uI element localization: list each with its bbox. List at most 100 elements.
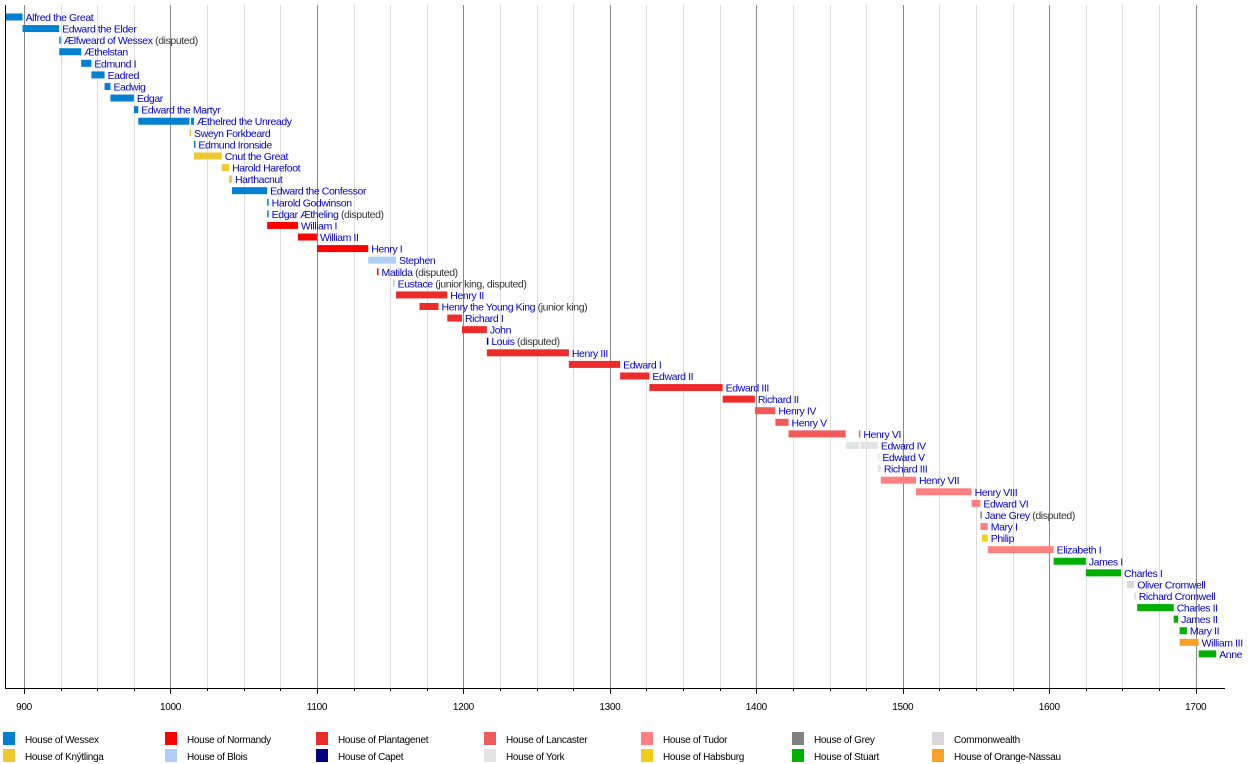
monarch-name[interactable]: William I xyxy=(301,220,337,232)
monarch-name[interactable]: William III xyxy=(1202,637,1244,649)
monarch-label: Richard III xyxy=(884,464,927,476)
monarch-name[interactable]: Æthelred the Unready xyxy=(197,116,293,128)
monarch-name[interactable]: Edward the Martyr xyxy=(141,105,221,117)
monarch-name[interactable]: Edward the Confessor xyxy=(270,186,367,198)
monarch-name[interactable]: Sweyn Forkbeard xyxy=(194,128,271,140)
reign-bar xyxy=(193,152,222,160)
monarch-name[interactable]: Henry I xyxy=(371,244,402,256)
monarch-name[interactable]: Jane Grey xyxy=(985,510,1031,522)
monarch-name[interactable]: Edward VI xyxy=(983,498,1028,510)
reign-bar xyxy=(971,499,981,507)
monarch-name[interactable]: Eustace xyxy=(398,278,434,290)
monarch-label: Edmund I xyxy=(94,58,136,70)
monarch-name[interactable]: Edward IV xyxy=(881,440,927,452)
monarch-label: Mary I xyxy=(991,522,1018,534)
monarch-name[interactable]: Stephen xyxy=(399,255,436,267)
monarch-name[interactable]: Matilda xyxy=(382,267,414,279)
monarch-name[interactable]: Eadwig xyxy=(113,81,146,93)
monarch-name[interactable]: Æthelstan xyxy=(84,47,129,59)
monarch-name[interactable]: Edgar Ætheling xyxy=(272,209,340,221)
monarch-name[interactable]: James II xyxy=(1181,614,1218,626)
reign-bar xyxy=(722,395,755,403)
x-tick-label: 1000 xyxy=(160,702,182,713)
monarch-label: Harold Godwinson xyxy=(272,197,353,209)
reign-bar xyxy=(189,129,192,137)
monarch-label: Edward VI xyxy=(983,498,1028,510)
monarch-label: Richard II xyxy=(758,394,799,406)
x-tick-label: 900 xyxy=(16,702,33,713)
legend-swatch xyxy=(792,749,804,762)
monarch-label: Louis (disputed) xyxy=(491,336,559,348)
monarch-label: Henry IV xyxy=(778,406,816,418)
monarch-name[interactable]: John xyxy=(490,325,512,337)
monarch-label: Henry VII xyxy=(919,475,959,487)
reign-bar xyxy=(486,337,489,345)
monarch-name[interactable]: Edward the Elder xyxy=(62,24,137,36)
monarch-label: Oliver Cromwell xyxy=(1137,579,1205,591)
monarch-name[interactable]: Elizabeth I xyxy=(1057,545,1102,557)
monarch-label: William III xyxy=(1202,637,1243,649)
monarch-name[interactable]: William II xyxy=(320,232,359,244)
x-tick-label: 1600 xyxy=(1039,702,1061,713)
monarch-name[interactable]: Philip xyxy=(991,533,1015,545)
monarch-name[interactable]: Edward III xyxy=(726,383,770,395)
monarch-name[interactable]: Henry VI xyxy=(863,429,901,441)
reign-bar xyxy=(649,384,723,392)
monarch-name[interactable]: Henry VII xyxy=(919,475,960,487)
reign-bar xyxy=(393,279,395,287)
monarch-label: Æthelred the Unready xyxy=(197,116,293,128)
legend-swatch xyxy=(932,732,944,745)
reign-bar xyxy=(22,25,60,33)
monarch-label: Ælfweard of Wessex (disputed) xyxy=(64,35,198,47)
reign-bar xyxy=(419,303,439,310)
monarch-name[interactable]: Henry V xyxy=(792,417,828,429)
monarch-name[interactable]: Henry III xyxy=(572,348,608,360)
monarch-name[interactable]: Harold Godwinson xyxy=(272,197,353,209)
monarch-name[interactable]: Eadred xyxy=(108,70,140,82)
monarch-label: Henry III xyxy=(572,348,608,360)
monarch-label: Philip xyxy=(991,533,1015,545)
monarch-name[interactable]: Henry IV xyxy=(778,406,816,418)
reign-bar xyxy=(377,268,379,276)
monarch-label: Henry VI xyxy=(863,429,901,441)
monarch-name[interactable]: Charles II xyxy=(1177,603,1218,615)
monarch-label: Richard I xyxy=(465,313,503,325)
monarch-name[interactable]: Richard III xyxy=(884,464,928,476)
monarch-name[interactable]: Edward II xyxy=(652,371,693,383)
monarch-name[interactable]: Anne xyxy=(1219,649,1243,661)
reign-bar xyxy=(486,349,569,357)
monarch-name[interactable]: Mary I xyxy=(991,522,1018,534)
monarch-name[interactable]: James I xyxy=(1089,556,1123,568)
monarch-name[interactable]: Richard II xyxy=(758,394,799,406)
monarch-name[interactable]: Louis xyxy=(491,336,515,348)
monarch-name[interactable]: Henry II xyxy=(450,290,484,302)
monarch-name[interactable]: Harthacnut xyxy=(235,174,283,186)
legend-label: House of Capet xyxy=(338,752,404,763)
monarch-name[interactable]: Harold Harefoot xyxy=(232,163,301,175)
x-tick-label: 1200 xyxy=(453,702,475,713)
monarch-name[interactable]: Charles I xyxy=(1124,568,1163,580)
monarch-name[interactable]: Henry the Young King xyxy=(442,302,537,314)
monarch-name[interactable]: Edgar xyxy=(137,93,164,105)
monarch-name[interactable]: Ælfweard of Wessex xyxy=(64,35,154,47)
monarch-name[interactable]: Cnut the Great xyxy=(225,151,289,163)
monarch-name[interactable]: Oliver Cromwell xyxy=(1137,579,1206,591)
x-tick-label: 1700 xyxy=(1185,702,1207,713)
legend-label: House of Habsburg xyxy=(663,752,744,763)
reign-bar xyxy=(877,453,880,461)
monarch-name[interactable]: Edward V xyxy=(882,452,925,464)
monarch-name[interactable]: Edward I xyxy=(623,359,662,371)
monarch-label: Matilda (disputed) xyxy=(382,267,458,279)
monarch-name[interactable]: Edmund Ironside xyxy=(198,139,272,151)
monarch-name[interactable]: Richard I xyxy=(465,313,504,325)
reign-bar xyxy=(267,210,269,218)
monarch-name[interactable]: Richard Cromwell xyxy=(1139,591,1216,603)
reign-bar xyxy=(104,82,111,90)
monarch-name[interactable]: Mary II xyxy=(1190,626,1220,638)
reign-bar xyxy=(59,36,61,44)
legend-label: House of Plantagenet xyxy=(338,735,429,746)
legend-swatch xyxy=(484,732,496,745)
monarch-name[interactable]: Alfred the Great xyxy=(26,12,95,24)
monarch-name[interactable]: Henry VIII xyxy=(975,487,1018,499)
monarch-name[interactable]: Edmund I xyxy=(94,58,136,70)
